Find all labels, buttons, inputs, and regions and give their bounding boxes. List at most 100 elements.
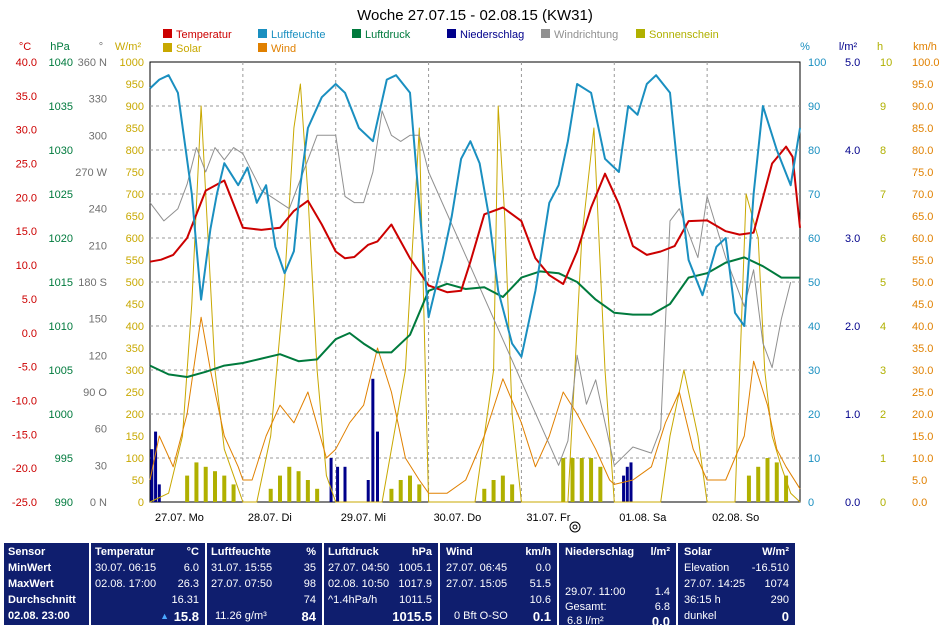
- tick-label-wind: 20.0: [912, 409, 933, 421]
- tick-label-direction: 180 S: [78, 277, 107, 289]
- tick-label-solar: 150: [126, 431, 144, 443]
- tick-label-wind: 90.0: [912, 101, 933, 113]
- legend-swatch: [447, 29, 456, 38]
- tick-label-solar: 1000: [120, 57, 144, 69]
- tick-label-wind: 30.0: [912, 365, 933, 377]
- pressure-avg-value: 1011.5: [399, 594, 432, 606]
- pressure-max-time: 02.08. 10:50: [328, 578, 390, 590]
- x-tick-label: 01.08. Sa: [619, 512, 667, 524]
- tick-label-rain: 0.0: [845, 497, 860, 509]
- tick-label-sunshine: 5: [880, 277, 886, 289]
- sunshine-bar: [491, 480, 496, 502]
- x-tick-label: 27.07. Mo: [155, 512, 204, 524]
- axis-unit-pressure: hPa: [50, 41, 70, 53]
- wind-unit: km/h: [525, 546, 551, 558]
- temperature-current-value: 15.8: [173, 609, 199, 624]
- tick-label-sunshine: 6: [880, 233, 886, 245]
- x-tick-label: 30.07. Do: [434, 512, 482, 524]
- tick-label-temperature: 10.0: [16, 260, 37, 272]
- tick-label-rain: 4.0: [845, 145, 860, 157]
- tick-label-direction: 90 O: [83, 387, 107, 399]
- wind-header: Wind: [446, 546, 473, 558]
- tick-label-temperature: 15.0: [16, 226, 37, 238]
- axis-unit-humidity: %: [800, 41, 810, 53]
- tick-label-solar: 200: [126, 409, 144, 421]
- bars: [150, 378, 789, 502]
- tick-label-direction: 330: [89, 94, 107, 106]
- humidity-box: Luftfeuchte% 31.07. 15:55 35 27.07. 07:50…: [207, 543, 322, 625]
- row-max-label: MaxWert: [8, 578, 54, 590]
- sunshine-bar: [561, 458, 566, 502]
- humidity-min-time: 31.07. 15:55: [211, 562, 273, 574]
- tick-label-wind: 80.0: [912, 145, 933, 157]
- solar-sun-value: 290: [770, 594, 789, 606]
- tick-label-humidity: 10: [808, 453, 820, 465]
- humidity-unit: %: [306, 546, 316, 558]
- tick-label-humidity: 30: [808, 365, 820, 377]
- series-line-luftdruck: [149, 256, 800, 378]
- rain-bar: [376, 431, 379, 502]
- humidity-header: Luftfeuchte: [211, 546, 271, 558]
- tick-label-direction: 240: [89, 204, 107, 216]
- tick-label-wind: 55.0: [912, 255, 933, 267]
- tick-label-temperature: 0.0: [22, 328, 37, 340]
- sunshine-bar: [784, 475, 789, 502]
- rain-box: Niederschlag l/m² 29.07. 11:00 1.4 Gesamt:…: [559, 543, 676, 629]
- tick-label-pressure: 1035: [49, 101, 73, 113]
- tick-label-humidity: 40: [808, 321, 820, 333]
- legend: Temperatur Luftfeuchte Luftdruck Niederschl…: [163, 29, 719, 55]
- tick-label-wind: 100.0: [912, 57, 940, 69]
- tick-label-temperature: 40.0: [16, 57, 37, 69]
- axis-unit-solar: W/m²: [115, 41, 142, 53]
- rain-total-label: Gesamt:: [565, 601, 607, 613]
- pressure-trend: ^1.4hPa/h: [328, 594, 378, 606]
- humidity-avg-value: 74: [303, 594, 316, 606]
- rain-footer: 6.8 l/m²: [567, 615, 604, 627]
- sunshine-bar: [510, 484, 515, 502]
- axis-unit-direction: °: [99, 41, 103, 53]
- sunshine-bar: [213, 471, 217, 502]
- tick-label-wind: 85.0: [912, 123, 933, 135]
- tick-label-solar: 300: [126, 365, 144, 377]
- tick-label-direction: 210: [89, 240, 107, 252]
- legend-swatch: [352, 29, 361, 38]
- sunshine-bar: [774, 462, 779, 502]
- rain-bar: [150, 449, 154, 502]
- legend-swatch: [258, 29, 267, 38]
- sunshine-bar: [408, 475, 412, 502]
- rain-max-value: 1.4: [654, 586, 670, 598]
- tick-label-pressure: 1020: [49, 233, 73, 245]
- legend-label: Windrichtung: [554, 29, 618, 41]
- tick-label-solar: 600: [126, 233, 144, 245]
- legend-label: Luftdruck: [365, 29, 411, 41]
- tick-label-humidity: 70: [808, 189, 820, 201]
- current-time: 02.08. 23:00: [8, 610, 70, 622]
- scroll-icon[interactable]: [569, 521, 581, 533]
- sunshine-bar: [598, 466, 603, 502]
- axis-unit-wind: km/h: [913, 41, 937, 53]
- tick-label-solar: 750: [126, 167, 144, 179]
- rain-total-value: 6.8: [654, 601, 670, 613]
- tick-label-sunshine: 8: [880, 145, 886, 157]
- temperature-max-time: 02.08. 17:00: [95, 578, 157, 590]
- tick-label-solar: 550: [126, 255, 144, 267]
- tick-label-pressure: 1005: [49, 365, 73, 377]
- weather-chart: Woche 27.07.15 - 02.08.15 (KW31) Tempera…: [12, 7, 940, 533]
- sunshine-bar: [417, 484, 422, 502]
- wind-min-value: 0.0: [535, 562, 551, 574]
- rain-bar: [343, 466, 347, 502]
- tick-label-humidity: 0: [808, 497, 814, 509]
- tick-label-pressure: 1025: [49, 189, 73, 201]
- rain-current-value: 0.0: [651, 614, 670, 629]
- tick-label-direction: 300: [89, 130, 107, 142]
- axes: 40.035.030.025.020.015.010.05.00.0-5.0-1…: [12, 57, 940, 509]
- chart-title: Woche 27.07.15 - 02.08.15 (KW31): [357, 7, 593, 24]
- humidity-max-time: 27.07. 07:50: [211, 578, 273, 590]
- row-min-label: MinWert: [8, 562, 52, 574]
- pressure-max-value: 1017.9: [398, 578, 432, 590]
- wind-max-value: 51.5: [529, 578, 551, 590]
- sunshine-bar: [765, 458, 770, 502]
- wind-avg-value: 10.6: [529, 594, 551, 606]
- sunshine-bar: [589, 458, 594, 502]
- rain-max-time: 29.07. 11:00: [565, 586, 626, 598]
